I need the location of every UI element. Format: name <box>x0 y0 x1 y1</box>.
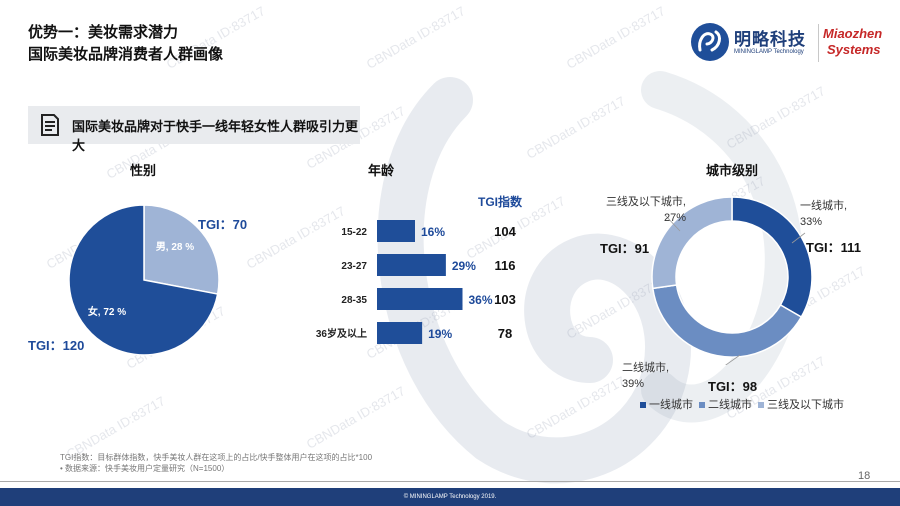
insight-banner: 国际美妆品牌对于快手一线年轻女性人群吸引力更大 <box>28 106 360 153</box>
donut-label-tier1: 一线城市, 33% <box>800 200 848 228</box>
tgi-tier2: TGI：98 <box>708 379 758 394</box>
watermark-text: CBNData ID:83717 <box>523 93 628 162</box>
footnote-tgi-definition: TGI指数：目标群体指数，快手美妆人群在这项上的占比/快手整体用户在这项的占比*… <box>60 453 373 462</box>
gender-chart-title: 性别 <box>130 163 157 178</box>
pie-label-female: 女, 72 % <box>87 307 127 318</box>
legend-label: 三线及以下城市 <box>767 399 844 411</box>
donut-leader-line <box>664 214 681 232</box>
legend-label: 二线城市 <box>708 399 752 411</box>
age-bar-chart: 15-22 16% 104 23-27 29% 116 28-35 36% 103 36岁及以上 1… <box>316 220 517 344</box>
age-value-label: 29% <box>452 259 476 273</box>
pie-label-male: 男, 28 % <box>155 242 195 253</box>
watermark-text: CBNData ID:83717 <box>523 373 628 442</box>
tgi-tier1: TGI：111 <box>806 240 861 255</box>
mininglamp-logo-icon <box>691 23 729 61</box>
copyright-footer: © MININGLAMP Technology 2019. <box>0 488 900 506</box>
donut-leader-line <box>725 354 741 365</box>
legend-swatch <box>758 402 764 409</box>
age-tgi-value: 78 <box>498 326 512 341</box>
age-bar <box>377 220 415 242</box>
logo-separator <box>818 24 819 62</box>
gender-pie-chart <box>68 204 220 356</box>
age-tgi-value: 116 <box>495 258 516 273</box>
age-bar <box>377 288 463 310</box>
tgi-female: TGI：120 <box>28 338 85 353</box>
city-legend: 一线城市 二线城市 三线及以下城市 <box>640 396 850 412</box>
logo-cn-text: 明略科技 <box>734 30 806 49</box>
watermark-text: CBNData ID:83717 <box>723 83 828 152</box>
page-title: 优势一：美妆需求潜力 国际美妆品牌消费者人群画像 <box>28 22 223 66</box>
legend-swatch <box>699 402 705 409</box>
age-bar <box>377 322 423 344</box>
city-chart-title: 城市级别 <box>706 163 759 178</box>
page-divider <box>0 481 900 482</box>
banner-text: 国际美妆品牌对于快手一线年轻女性人群吸引力更大 <box>72 119 359 153</box>
watermark-text: CBNData ID:83717 <box>303 383 408 452</box>
company-logo: 明略科技 MININGLAMP Technology Miaozhen Syst… <box>690 20 883 68</box>
tgi-index-header: TGI指数 <box>478 195 522 209</box>
donut-label-tier2: 二线城市, 39% <box>622 362 670 390</box>
document-lines-icon <box>41 114 59 136</box>
miaozhen-logo-line2: Systems <box>827 42 881 57</box>
watermark-text: CBNData ID:83717 <box>563 3 668 72</box>
legend-item: 二线城市 <box>699 396 752 412</box>
legend-item: 三线及以下城市 <box>758 396 844 412</box>
footnote-data-source: • 数据来源：快手美妆用户定量研究（N=1500） <box>60 464 230 473</box>
legend-swatch <box>640 402 646 409</box>
tgi-male: TGI：70 <box>198 217 248 232</box>
title-line1: 优势一：美妆需求潜力 <box>28 24 179 41</box>
donut-slice-tier2 <box>651 284 803 358</box>
age-chart-title: 年龄 <box>368 163 395 178</box>
age-category-label: 28-35 <box>341 295 367 306</box>
age-bar <box>377 254 446 276</box>
age-category-label: 15-22 <box>341 227 367 238</box>
age-value-label: 19% <box>428 327 452 341</box>
age-category-label: 23-27 <box>341 261 367 272</box>
age-value-label: 36% <box>469 293 493 307</box>
logo-en-text: MININGLAMP Technology <box>734 49 804 55</box>
age-value-label: 16% <box>421 225 445 239</box>
age-category-label: 36岁及以上 <box>316 327 367 340</box>
legend-item: 一线城市 <box>640 396 693 412</box>
miaozhen-logo-line1: Miaozhen <box>823 26 883 41</box>
watermark-text: CBNData ID:83717 <box>363 3 468 72</box>
donut-label-tier3: 三线及以下城市, 27% <box>605 196 686 224</box>
title-line2: 国际美妆品牌消费者人群画像 <box>28 46 224 63</box>
city-donut-chart <box>651 196 813 365</box>
legend-label: 一线城市 <box>649 399 693 411</box>
page-number: 18 <box>858 470 871 482</box>
age-tgi-value: 103 <box>494 292 516 307</box>
age-tgi-value: 104 <box>494 224 516 239</box>
donut-leader-line <box>791 232 806 244</box>
donut-slice-tier3 <box>651 196 733 290</box>
pie-slice-male <box>143 204 220 295</box>
tgi-tier3: TGI：91 <box>600 241 650 256</box>
pie-slice-female <box>68 204 219 356</box>
